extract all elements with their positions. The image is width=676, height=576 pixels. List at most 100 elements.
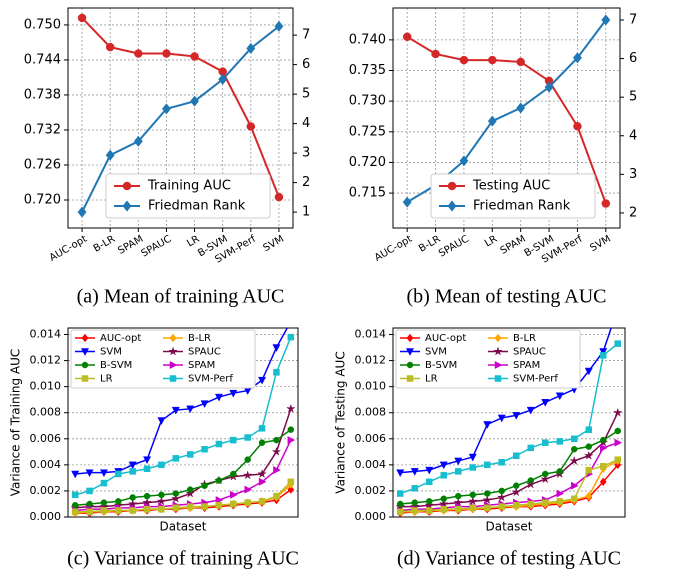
marker — [540, 474, 551, 484]
marker — [453, 497, 464, 507]
marker — [129, 507, 136, 514]
x-tick-label: SPAM — [499, 234, 528, 257]
marker — [161, 103, 171, 115]
marker — [129, 468, 136, 475]
marker — [469, 504, 476, 512]
series-line — [75, 481, 292, 513]
marker — [100, 499, 108, 506]
marker — [258, 439, 266, 446]
marker — [569, 455, 580, 466]
y-tick-label: 0.014 — [30, 328, 62, 341]
y-axis-label: Variance of Training AUC — [9, 349, 23, 497]
marker — [190, 52, 199, 61]
marker — [215, 496, 224, 505]
marker — [258, 425, 266, 432]
y2-tick-label: 4 — [629, 128, 637, 143]
y-tick-label: 0.014 — [355, 328, 387, 341]
marker — [454, 457, 463, 466]
marker — [447, 200, 457, 212]
y-tick-label: 0.744 — [24, 52, 61, 67]
plot-frame — [392, 7, 621, 229]
plot-frame — [67, 7, 294, 229]
marker — [143, 492, 151, 500]
y-axis-label: Variance of Testing AUC — [334, 351, 348, 493]
marker — [185, 488, 196, 498]
y-tick-label: 0.006 — [355, 432, 387, 445]
marker — [440, 495, 447, 503]
caption: (b) Mean of testing AUC — [407, 286, 607, 308]
marker — [513, 452, 520, 459]
marker — [431, 49, 440, 59]
marker — [483, 421, 492, 429]
legend-label: Friedman Rank — [473, 199, 571, 214]
marker — [542, 499, 549, 506]
y-tick-label: 0.012 — [355, 354, 387, 367]
y2-tick-label: 4 — [302, 116, 310, 131]
marker — [287, 436, 296, 445]
legend-label: Testing AUC — [472, 179, 550, 194]
marker — [100, 507, 108, 514]
x-tick-label: AUC-opt — [373, 234, 414, 264]
marker — [142, 497, 152, 507]
legend-label: B-LR — [513, 333, 536, 344]
marker — [556, 498, 563, 505]
marker — [498, 503, 505, 510]
legend-box — [70, 329, 256, 389]
y2-tick-label: 6 — [629, 51, 637, 66]
marker — [496, 492, 507, 502]
marker — [599, 477, 607, 487]
marker — [583, 450, 594, 460]
marker — [516, 102, 526, 114]
marker — [525, 479, 536, 489]
marker — [85, 469, 94, 478]
marker — [172, 490, 180, 497]
marker — [459, 55, 469, 65]
series-line — [406, 35, 607, 204]
marker — [201, 503, 208, 510]
marker — [258, 498, 266, 505]
marker — [274, 192, 284, 202]
marker — [128, 461, 137, 470]
y2-tick-label: 5 — [629, 90, 637, 105]
y-tick-label: 0.004 — [355, 458, 387, 471]
marker — [484, 461, 491, 469]
marker — [71, 508, 79, 516]
marker — [81, 361, 89, 369]
y2-tick-label: 1 — [302, 205, 310, 220]
marker — [143, 456, 152, 465]
marker — [169, 360, 178, 370]
marker — [511, 487, 522, 497]
marker — [158, 461, 165, 469]
marker — [143, 465, 151, 473]
y-tick-label: 0.004 — [30, 458, 62, 471]
series-line — [400, 458, 619, 513]
marker — [244, 434, 251, 441]
marker — [273, 492, 280, 500]
marker — [105, 42, 115, 52]
marker — [169, 333, 177, 343]
marker — [411, 499, 418, 506]
y-tick-label: 0.000 — [355, 510, 387, 523]
marker — [274, 20, 284, 32]
marker — [455, 505, 462, 513]
marker — [494, 375, 502, 382]
marker — [614, 438, 623, 447]
y2-tick-label: 3 — [629, 167, 637, 182]
marker — [484, 490, 491, 497]
marker — [513, 482, 520, 489]
marker — [230, 500, 237, 508]
marker — [424, 500, 435, 510]
marker — [440, 472, 447, 479]
marker — [614, 427, 621, 435]
legend-label: SPAUC — [513, 347, 546, 358]
marker — [272, 344, 281, 352]
marker — [171, 406, 180, 415]
y2-tick-label: 2 — [629, 205, 637, 220]
marker — [218, 73, 228, 85]
marker — [455, 468, 462, 475]
series-line — [81, 17, 280, 198]
marker — [542, 470, 549, 478]
x-tick-label: AUC-opt — [48, 234, 89, 264]
marker — [285, 403, 296, 413]
marker — [516, 57, 525, 67]
